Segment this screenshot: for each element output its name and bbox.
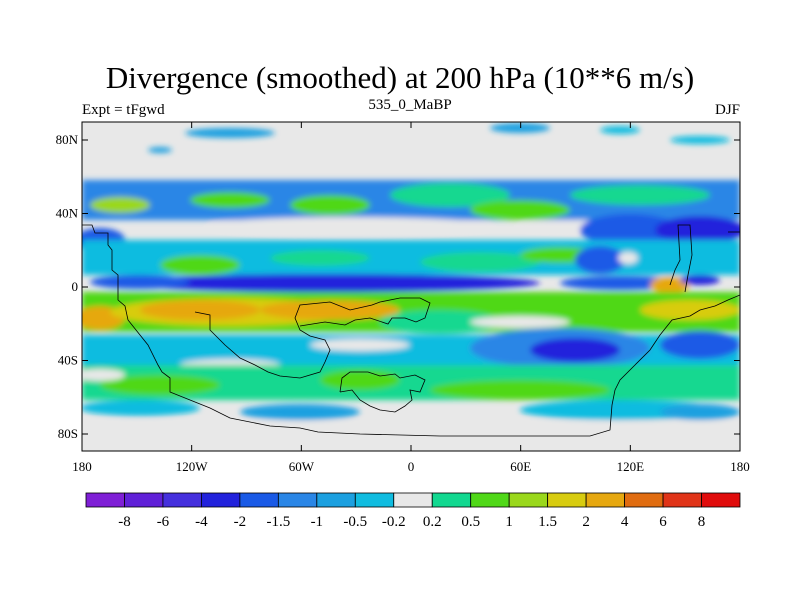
colorbar: -8 -6 -4 -2 -1.5 -1 -0.5 -0.2 0.2 0.5 1 1.5 2 4 6 8 [85,492,741,530]
colorbar-label: 2 [582,514,590,530]
colorbar-swatch [508,492,549,508]
x-tick-label: 120W [176,459,209,474]
colorbar-swatch [316,492,356,508]
colorbar-label: 0.5 [461,514,480,530]
colorbar-swatch [431,492,472,508]
x-tick-label: 0 [408,459,415,474]
colorbar-label: -8 [118,514,131,530]
x-tick-label: 120E [617,459,645,474]
colorbar-swatch [239,492,279,508]
x-axis: 180 120W 60W 0 60E 120E 180 [72,122,750,474]
colorbar-label: -2 [234,514,247,530]
colorbar-label: 4 [621,514,629,530]
y-tick-label: 80N [56,132,79,147]
y-tick-label: 40N [56,206,79,221]
colorbar-label: -4 [195,514,208,530]
season-label: DJF [714,102,740,118]
x-tick-label: 180 [72,459,92,474]
colorbar-label: 1 [505,514,513,530]
x-tick-label: 60W [289,459,315,474]
x-tick-label: 60E [510,459,531,474]
colorbar-swatch [662,492,702,508]
contour-field [82,122,740,451]
colorbar-swatch [85,492,125,508]
run-label: 535_0_MaBP [368,97,452,113]
colorbar-swatch [393,492,433,508]
colorbar-label: -6 [157,514,170,530]
colorbar-swatch [277,492,318,508]
colorbar-swatch [470,492,510,508]
colorbar-swatch [124,492,164,508]
y-tick-label: 80S [58,426,78,441]
experiment-label: Expt = tFgwd [82,102,165,118]
coastlines [82,224,740,437]
y-tick-label: 40S [58,353,78,368]
colorbar-label: 0.2 [423,514,442,530]
colorbar-label: -0.2 [382,514,406,530]
colorbar-label: -1.5 [266,514,290,530]
colorbar-label: -1 [311,514,324,530]
colorbar-swatch [624,492,664,508]
colorbar-swatch [585,492,625,508]
colorbar-swatch [201,492,241,508]
plot-title: Divergence (smoothed) at 200 hPa (10**6 … [105,60,695,95]
colorbar-label: -0.5 [343,514,367,530]
colorbar-swatch [547,492,587,508]
y-tick-label: 0 [72,279,79,294]
colorbar-swatch [701,492,741,508]
colorbar-label: 6 [659,514,667,530]
y-axis: 80N 40N 0 40S 80S [56,132,740,441]
colorbar-label: 8 [698,514,706,530]
colorbar-swatch [162,492,202,508]
colorbar-label: 1.5 [538,514,557,530]
x-tick-label: 180 [730,459,750,474]
colorbar-swatch [354,492,395,508]
